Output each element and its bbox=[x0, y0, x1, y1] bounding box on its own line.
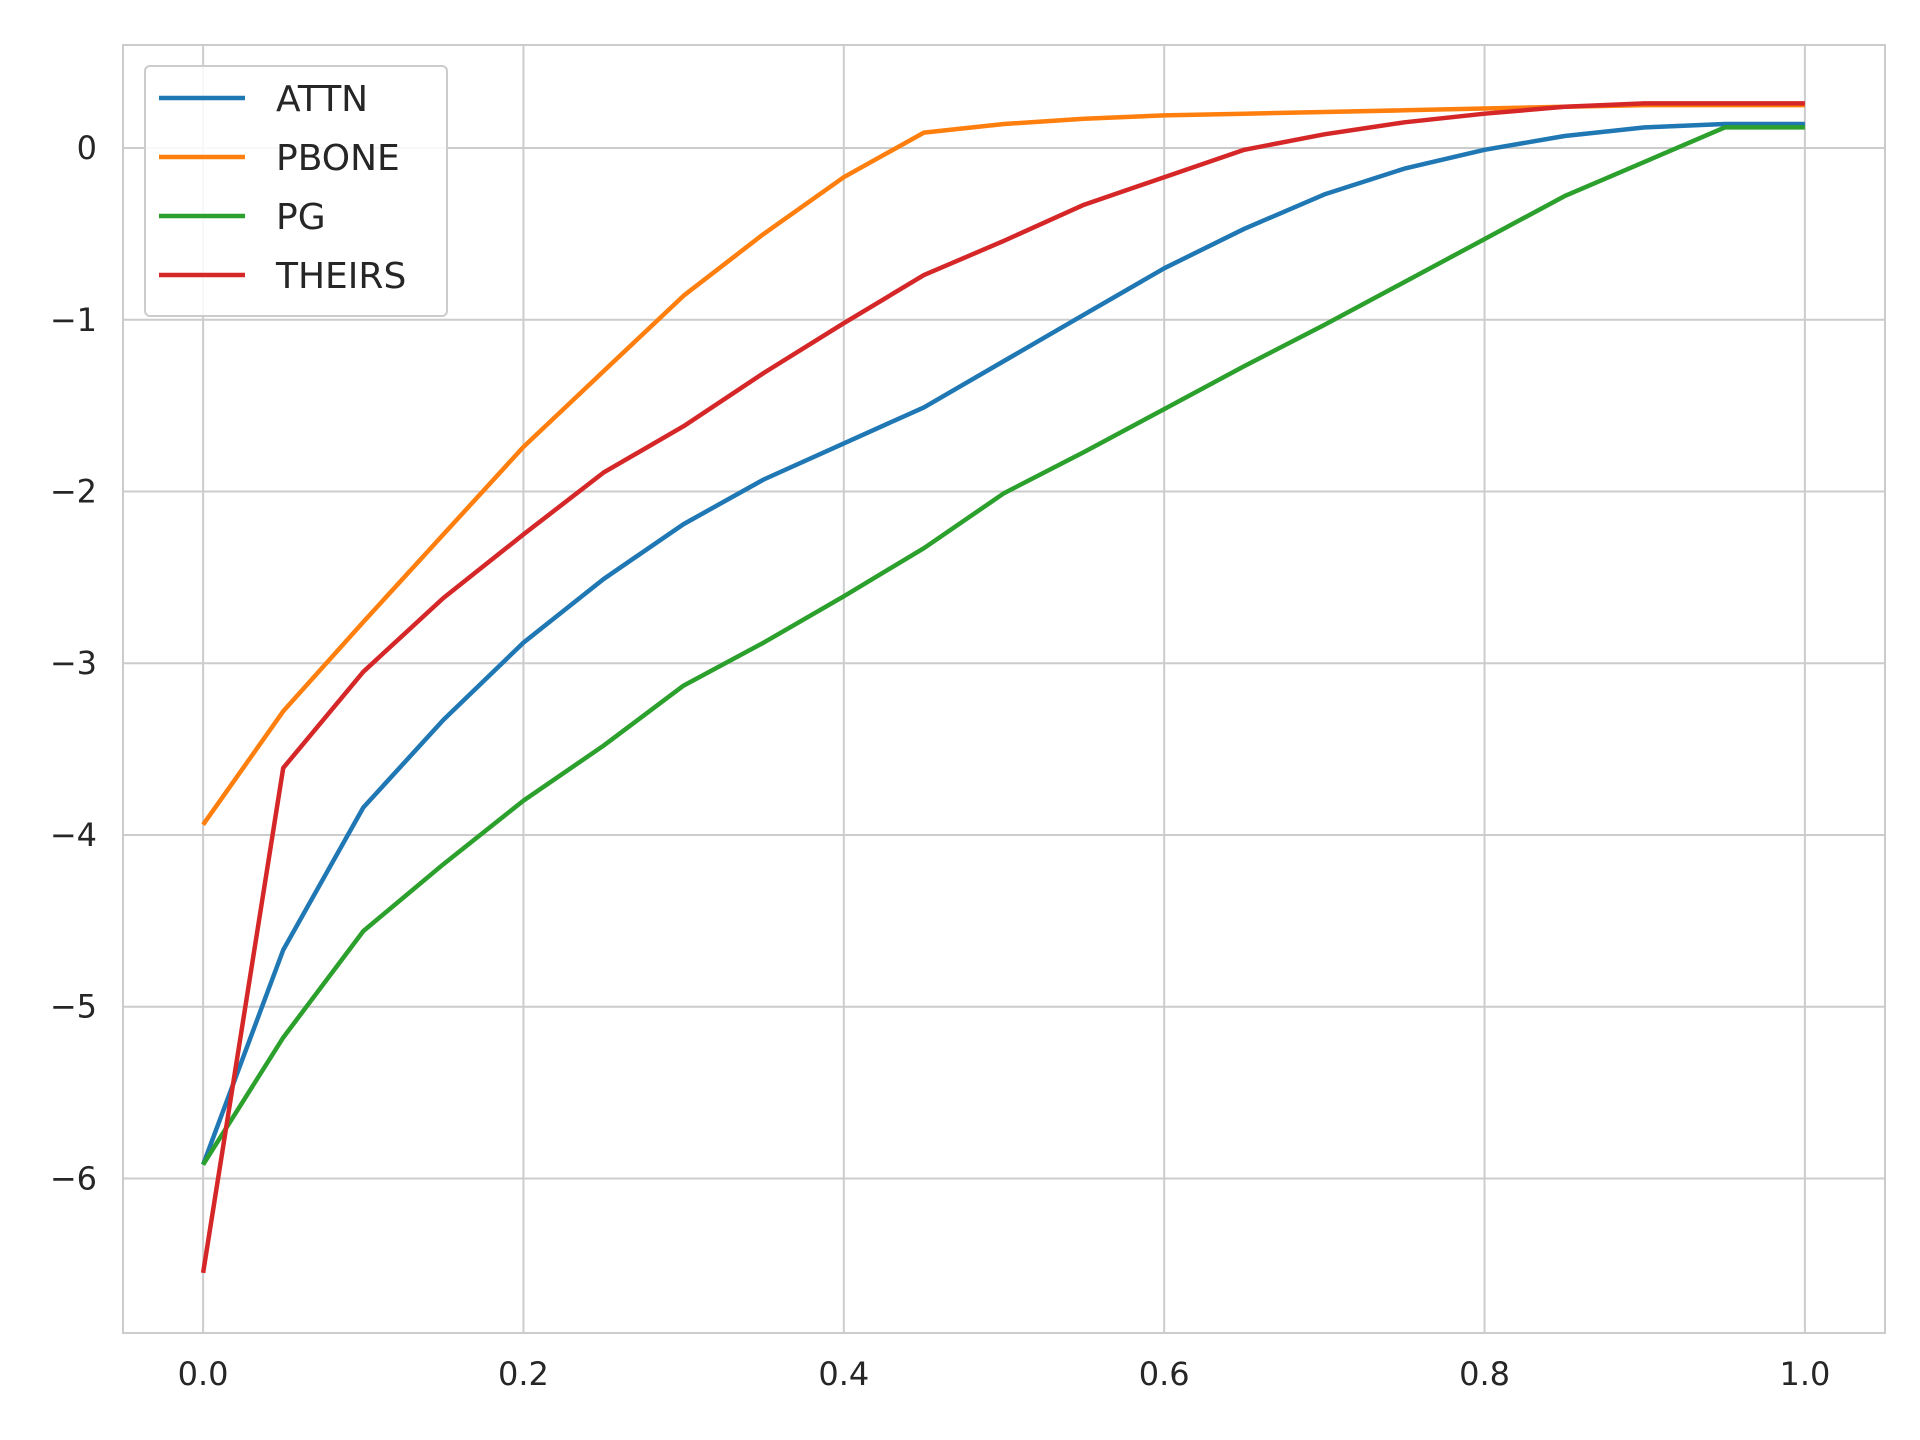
x-axis-tick-labels: 0.0 0.2 0.4 0.6 0.8 1.0 bbox=[178, 1355, 1831, 1393]
x-tick-label: 0.6 bbox=[1139, 1355, 1190, 1393]
x-tick-label: 0.8 bbox=[1459, 1355, 1510, 1393]
y-tick-label: −3 bbox=[50, 644, 97, 682]
y-axis-tick-labels: 0 −1 −2 −3 −4 −5 −6 bbox=[50, 129, 97, 1197]
y-tick-label: −4 bbox=[50, 816, 97, 854]
legend-label-theirs: THEIRS bbox=[275, 256, 406, 297]
series-line-theirs bbox=[200, 101, 1805, 1274]
x-tick-label: 0.4 bbox=[818, 1355, 869, 1393]
x-tick-label: 1.0 bbox=[1779, 1355, 1830, 1393]
legend-label-pbone: PBONE bbox=[276, 138, 400, 179]
x-tick-label: 0.2 bbox=[498, 1355, 549, 1393]
series-line-pg bbox=[201, 125, 1805, 1166]
y-tick-label: 0 bbox=[77, 129, 97, 167]
plot-frame bbox=[122, 44, 1886, 1334]
y-tick-label: −6 bbox=[50, 1159, 97, 1197]
x-tick-label: 0.0 bbox=[178, 1355, 229, 1393]
legend-label-attn: ATTN bbox=[276, 79, 368, 120]
legend-label-pg: PG bbox=[276, 197, 326, 238]
series-line-attn bbox=[200, 121, 1805, 1166]
legend[interactable]: ATTN PBONE PG THEIRS bbox=[144, 65, 448, 317]
y-tick-label: −1 bbox=[50, 301, 97, 339]
grid bbox=[123, 45, 1885, 1333]
y-tick-label: −2 bbox=[50, 473, 97, 511]
legend-box bbox=[144, 65, 448, 317]
y-tick-label: −5 bbox=[50, 988, 97, 1026]
series-group bbox=[200, 101, 1805, 1274]
